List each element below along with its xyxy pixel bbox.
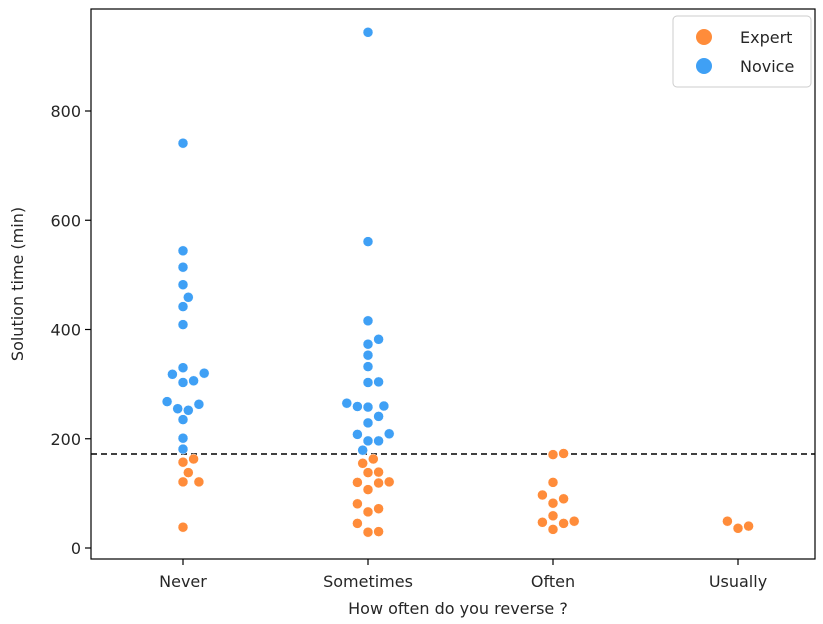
data-point-novice [378, 400, 390, 412]
y-tick-label: 800 [50, 102, 81, 121]
data-point-novice [177, 301, 189, 312]
data-point-novice [341, 397, 353, 409]
data-point-novice [177, 432, 189, 444]
data-point-expert [373, 466, 384, 478]
data-point-expert [357, 458, 368, 469]
legend: Expert Novice [672, 15, 812, 88]
data-point-expert [352, 498, 363, 510]
y-axis-ticks: 0 200 400 600 800 [50, 102, 91, 558]
data-point-novice [352, 429, 363, 440]
data-point-novice [362, 349, 374, 361]
data-point-expert [373, 503, 384, 514]
legend-box [672, 15, 812, 88]
x-tick-label: Never [159, 572, 207, 591]
data-point-novice [177, 414, 189, 425]
data-point-expert [722, 515, 733, 527]
data-point-novice [373, 334, 384, 345]
data-point-expert [537, 517, 548, 528]
data-point-expert [558, 493, 569, 505]
legend-marker-expert [696, 29, 712, 45]
data-point-novice [362, 361, 374, 372]
data-point-expert [547, 510, 559, 522]
data-point-expert [352, 518, 363, 529]
data-point-expert [732, 523, 744, 534]
data-points [161, 27, 754, 538]
data-point-expert [188, 453, 199, 465]
data-point-novice [198, 367, 210, 379]
data-point-expert [362, 467, 374, 478]
y-axis-label: Solution time (min) [8, 207, 27, 361]
y-tick-label: 0 [71, 539, 81, 558]
data-point-novice [362, 27, 374, 38]
data-point-novice [362, 401, 374, 413]
legend-marker-novice [696, 58, 712, 74]
data-point-novice [177, 377, 189, 388]
data-point-novice [177, 362, 189, 373]
data-point-novice [373, 435, 384, 447]
data-point-novice [352, 401, 363, 412]
data-point-novice [362, 377, 374, 388]
data-point-expert [558, 518, 569, 529]
data-point-novice [357, 444, 368, 456]
data-point-expert [537, 489, 548, 501]
data-point-novice [188, 375, 199, 387]
data-point-novice [177, 137, 189, 149]
data-point-novice [177, 279, 189, 290]
data-point-novice [373, 376, 384, 388]
data-point-novice [362, 315, 374, 327]
plot-frame [90, 8, 816, 560]
data-point-expert [383, 476, 395, 488]
data-point-expert [177, 476, 189, 488]
data-point-expert [368, 453, 379, 465]
data-point-expert [362, 484, 374, 495]
data-point-novice [383, 428, 395, 440]
data-point-expert [193, 476, 205, 488]
data-point-expert [362, 506, 374, 518]
y-tick-label: 600 [50, 211, 81, 230]
data-point-novice [193, 399, 205, 410]
data-point-novice [167, 369, 178, 380]
legend-label-expert: Expert [740, 28, 792, 47]
data-point-novice [373, 411, 384, 422]
data-point-novice [177, 319, 189, 330]
data-point-expert [547, 449, 559, 460]
data-point-novice [177, 261, 189, 273]
data-point-expert [568, 515, 580, 527]
data-point-novice [362, 338, 374, 350]
data-point-expert [547, 477, 559, 488]
data-point-novice [172, 403, 183, 414]
x-tick-label: Usually [709, 572, 767, 591]
x-axis-label: How often do you reverse ? [348, 599, 568, 618]
data-point-expert [743, 520, 754, 532]
data-point-novice [161, 396, 173, 407]
data-point-novice [177, 443, 189, 455]
data-point-novice [183, 405, 194, 416]
data-point-expert [177, 456, 189, 468]
data-point-expert [177, 521, 189, 533]
data-point-expert [183, 467, 194, 478]
x-axis-ticks: Never Sometimes Often Usually [159, 559, 767, 591]
data-point-novice [183, 292, 194, 303]
x-tick-label: Often [531, 572, 575, 591]
data-point-novice [177, 245, 189, 257]
data-point-expert [558, 448, 569, 459]
data-point-novice [362, 236, 374, 247]
y-tick-label: 400 [50, 321, 81, 340]
data-point-expert [373, 477, 384, 489]
data-point-expert [373, 526, 384, 537]
y-tick-label: 200 [50, 430, 81, 449]
data-point-expert [547, 497, 559, 509]
legend-label-novice: Novice [740, 57, 794, 76]
data-point-novice [362, 417, 374, 429]
data-point-expert [547, 524, 559, 535]
data-point-novice [362, 435, 374, 447]
x-tick-label: Sometimes [323, 572, 413, 591]
data-point-expert [352, 477, 363, 488]
data-point-expert [362, 526, 374, 538]
